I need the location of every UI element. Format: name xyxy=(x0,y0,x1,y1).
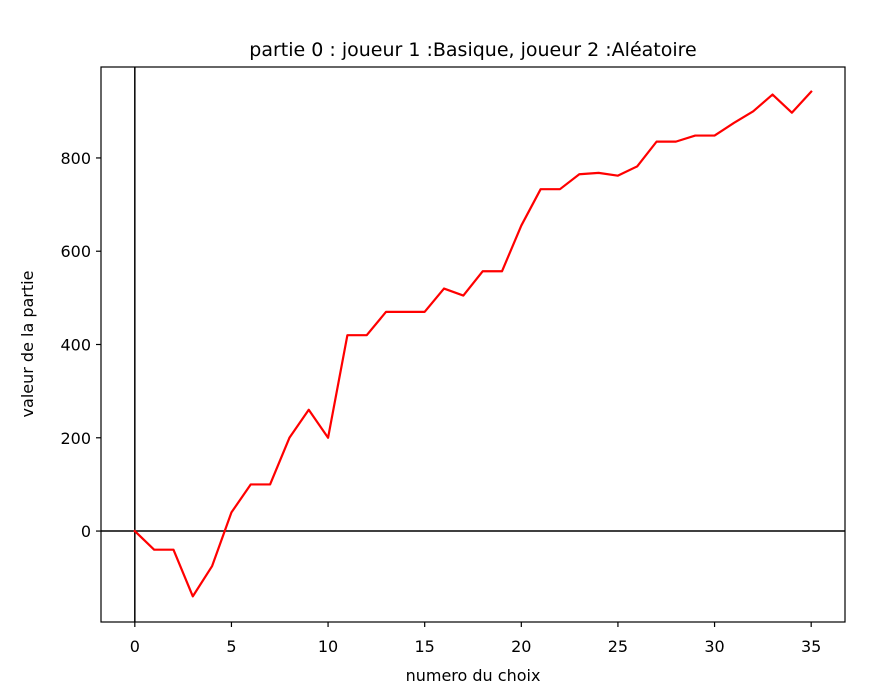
x-tick-label: 10 xyxy=(318,637,338,656)
x-tick-label: 15 xyxy=(415,637,435,656)
y-axis-ticks: 0 200 400 600 800 xyxy=(60,149,101,541)
y-tick-label: 400 xyxy=(60,336,91,355)
x-tick-label: 25 xyxy=(608,637,628,656)
series-layer xyxy=(133,90,813,598)
y-tick-label: 600 xyxy=(60,242,91,261)
chart-title: partie 0 : joueur 1 :Basique, joueur 2 :… xyxy=(249,39,696,61)
y-tick-label: 0 xyxy=(81,522,91,541)
x-tick-label: 0 xyxy=(130,637,140,656)
x-tick-label: 35 xyxy=(801,637,821,656)
x-tick-label: 30 xyxy=(704,637,724,656)
y-axis-label: valeur de la partie xyxy=(18,271,37,418)
y-tick-label: 800 xyxy=(60,149,91,168)
y-tick-label: 200 xyxy=(60,429,91,448)
x-axis-label: numero du choix xyxy=(406,666,541,685)
x-tick-label: 5 xyxy=(226,637,236,656)
x-tick-label: 20 xyxy=(511,637,531,656)
series-line-0 xyxy=(133,90,813,598)
x-axis-ticks: 0 5 10 15 20 25 30 35 xyxy=(130,622,821,656)
